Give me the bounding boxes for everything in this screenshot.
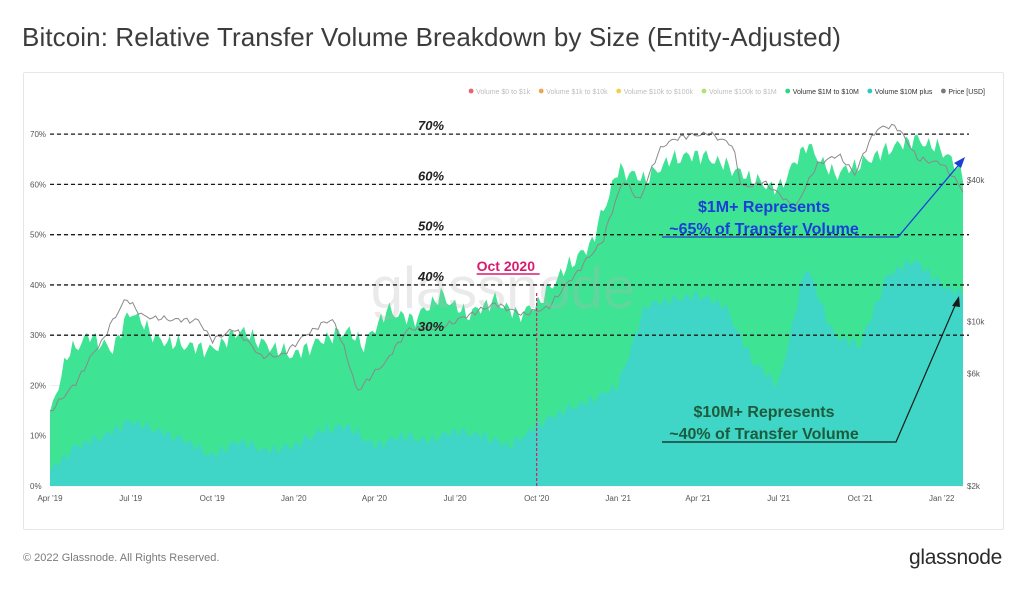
oct-2020-marker-label: Oct 2020 [477,258,536,274]
reference-line-label: 70% [418,118,444,133]
y-left-tick-label: 30% [30,331,46,340]
y-left-tick-label: 60% [30,180,46,189]
legend-label: Volume $10M plus [875,89,933,96]
legend-label: Volume $10k to $100k [624,89,694,96]
annotation-10m-line-1: $10M+ Represents [694,404,835,421]
reference-line-label: 50% [418,219,444,234]
x-tick-label: Jan '21 [605,494,631,503]
y-right-tick-label: $10k [967,318,985,327]
x-tick-label: Apr '21 [685,494,711,503]
annotation-1m-arrowhead [954,157,965,168]
legend-swatch [785,88,791,94]
x-tick-label: Apr '19 [37,494,63,503]
legend-label: Volume $1M to $10M [793,89,859,96]
y-left-tick-label: 40% [30,281,46,290]
y-left-tick-label: 70% [30,130,46,139]
annotation-1m-line-1: $1M+ Represents [698,199,830,216]
x-tick-label: Jul '20 [444,494,467,503]
x-tick-label: Oct '21 [848,494,874,503]
y-left-tick-label: 0% [30,482,42,491]
y-left-tick-label: 20% [30,381,46,390]
reference-line-label: 30% [418,319,444,334]
x-tick-label: Jan '22 [929,494,955,503]
legend-label: Volume $1k to $10k [546,89,608,96]
annotation-10m-line-2: ~40% of Transfer Volume [669,426,859,443]
y-right-tick-label: $6k [967,370,981,379]
legend-swatch [867,88,873,94]
x-tick-label: Apr '20 [362,494,388,503]
brand-logo: glassnode [908,546,1002,569]
copyright-text: © 2022 Glassnode. All Rights Reserved. [23,552,220,564]
x-tick-label: Oct '20 [524,494,550,503]
y-right-tick-label: $40k [967,176,985,185]
chart-title: Bitcoin: Relative Transfer Volume Breakd… [22,22,842,52]
legend-swatch [941,88,946,94]
legend-swatch [616,88,622,94]
legend-swatch [701,88,707,94]
x-tick-label: Jan '20 [281,494,307,503]
annotation-1m-arrow [662,160,963,238]
legend-label: Price [USD] [948,89,985,96]
legend-swatch [468,88,474,94]
x-tick-label: Jul '21 [767,494,790,503]
transfer-volume-chart: glassnode 70% 60% 50% 40% 30% Oct 2020 $1M+ Rep… [30,88,985,503]
annotation-1m-line-2: ~65% of Transfer Volume [669,221,859,238]
price-line [49,123,964,412]
y-left-tick-label: 50% [30,231,46,240]
y-left-tick-label: 10% [30,432,46,441]
annotation-10m-arrow [662,300,958,443]
annotation-10m-arrowhead [952,296,960,307]
legend-swatch [538,88,544,94]
legend-label: Volume $0 to $1k [476,89,531,96]
x-tick-label: Jul '19 [119,494,142,503]
area-10m-plus [50,257,963,486]
reference-line-label: 40% [417,269,444,284]
y-right-tick-label: $2k [967,482,981,491]
chart-frame: glassnode 70% 60% 50% 40% 30% Oct 2020 $1M+ Rep… [23,72,1004,530]
legend-label: Volume $100k to $1M [709,89,777,96]
reference-line-label: 60% [418,168,444,183]
x-tick-label: Oct '19 [200,494,226,503]
watermark: glassnode [371,256,635,321]
